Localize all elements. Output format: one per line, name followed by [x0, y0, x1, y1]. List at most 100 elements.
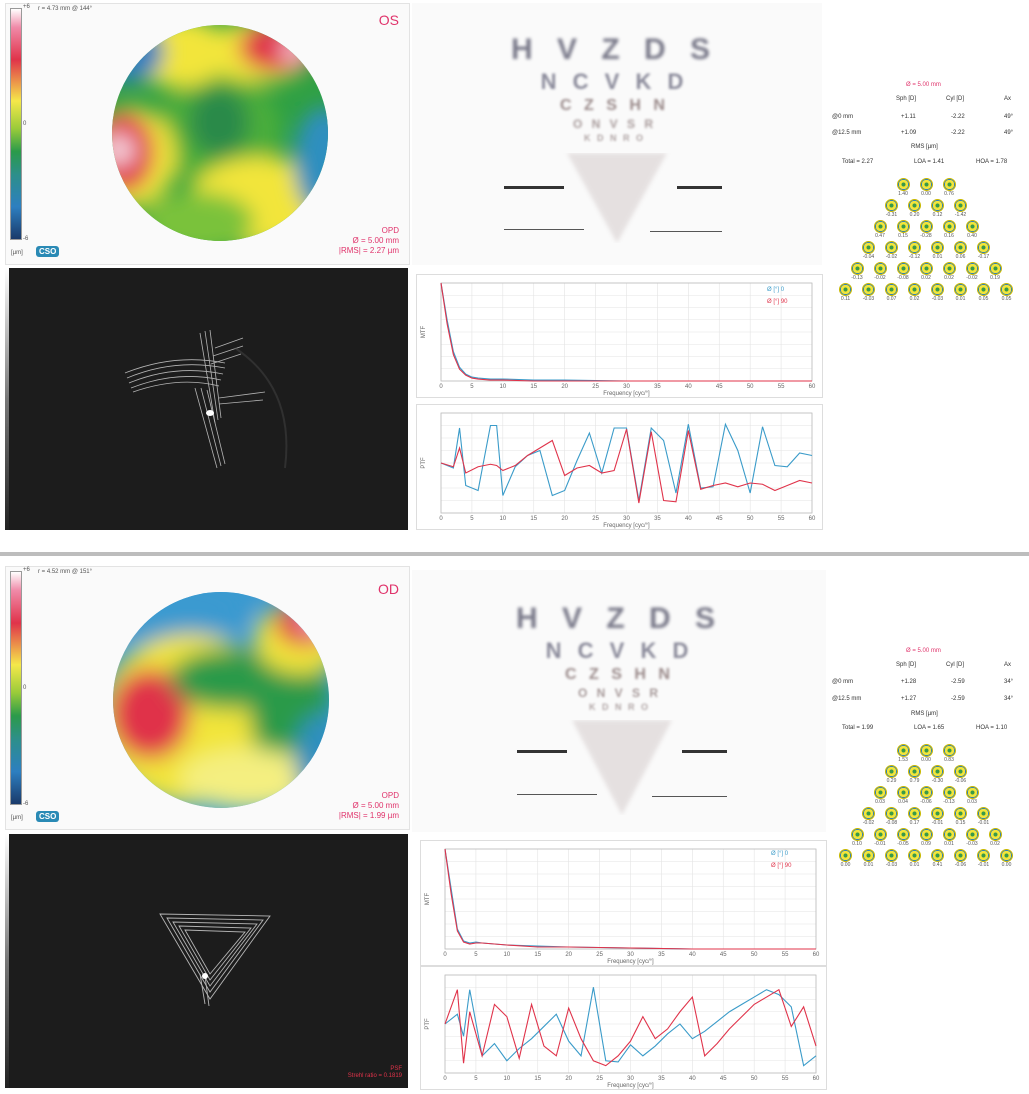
zernike-term-icon [908, 283, 921, 296]
acuity-line-left [517, 750, 567, 753]
zernike-coefficient: 0.83 [944, 757, 954, 763]
zernike-coefficient: -0.06 [920, 799, 932, 805]
ptf-chart-a: 0 5 10 15 20 25 30 35 40 45 50 55 60 Frequency [cyc/°… [416, 404, 823, 530]
zernike-term-icon [954, 807, 967, 820]
x-tick-label: 0 [439, 384, 443, 390]
x-tick-label: 25 [596, 1076, 603, 1082]
acuity-line-left [504, 186, 564, 189]
zernike-term-icon [873, 828, 887, 841]
zernike-coefficient: 0.03 [875, 799, 885, 805]
zernike-term-icon [873, 786, 887, 799]
zernike-coefficient: 1.40 [898, 191, 908, 197]
x-tick-label: 50 [751, 952, 758, 958]
y-axis-label: MTF [425, 893, 431, 906]
zernike-coefficient: -0.02 [966, 275, 978, 281]
zernike-coefficient: 0.03 [967, 799, 977, 805]
eye-label-os: OS [378, 12, 399, 28]
row-0mm-label: @0 mm [832, 114, 854, 120]
x-tick-label: 35 [658, 952, 665, 958]
panel-divider [0, 552, 1029, 556]
acuity-line-right [677, 186, 722, 189]
acuity-line-right-2 [650, 231, 722, 232]
zernike-term-icon [931, 199, 944, 212]
psf-info-b: PSF Strehl ratio = 0.1819 [348, 1066, 402, 1080]
x-tick-label: 60 [809, 384, 816, 390]
rms-label: RMS [µm] [911, 711, 938, 717]
refraction-summary-b: Ø = 5.00 mm Sph [D] Cyl [D] Ax @0 mm +1.… [826, 646, 1026, 876]
cso-logo: CSO [36, 811, 60, 822]
zernike-term-icon [931, 849, 944, 862]
zernike-coefficient: -0.01 [977, 820, 990, 826]
refraction-pupil: Ø = 5.00 mm [906, 648, 941, 654]
x-tick-label: 35 [654, 516, 661, 522]
row-12mm-cyl: -2.59 [951, 696, 965, 702]
legend-value-90: 90 [784, 863, 792, 869]
wavefront-disc-b [113, 592, 329, 808]
zernike-coefficient: -0.06 [954, 778, 967, 784]
zernike-coefficient: 0.01 [955, 296, 966, 302]
zernike-coefficient: -0.17 [977, 254, 990, 260]
zernike-term-icon [942, 744, 956, 757]
row-12mm-sph: +1.09 [901, 130, 917, 136]
eye-label-od: OD [378, 581, 399, 597]
zernike-term-icon [839, 283, 852, 296]
x-tick-label: 5 [470, 516, 474, 522]
header-sph: Sph [D] [896, 662, 917, 668]
acuity-line-right [682, 750, 727, 753]
x-tick-label: 55 [782, 952, 789, 958]
header-cyl: Cyl [D] [946, 662, 964, 668]
row-0mm-sph: +1.28 [901, 679, 917, 685]
x-tick-label: 0 [443, 1076, 447, 1082]
mtf-plot-a: 0 5 10 15 20 25 30 35 40 45 50 55 60 Frequency [cyc/°… [421, 282, 816, 397]
legend-label-90: Ø [°] [771, 863, 784, 869]
x-tick-label: 20 [565, 952, 572, 958]
acuity-triangle-a [567, 153, 667, 243]
zernike-term-icon [885, 849, 898, 862]
header-sph: Sph [D] [896, 96, 917, 102]
psf-scale-bar [5, 834, 9, 1088]
zernike-term-icon [885, 765, 898, 778]
zernike-term-icon [873, 220, 887, 233]
legend-value-0: 0 [780, 287, 785, 293]
zernike-coefficient: 0.00 [921, 191, 931, 197]
x-axis-label: Frequency [cyc/°] [607, 959, 654, 965]
x-tick-label: 60 [813, 1076, 820, 1082]
zernike-term-icon [919, 220, 933, 233]
zernike-coefficient: 0.41 [932, 862, 943, 868]
pupil-note-b: r = 4.52 mm @ 151° [38, 569, 93, 575]
zernike-term-icon [896, 262, 910, 275]
zernike-coefficient: -0.03 [862, 296, 875, 302]
acuity-line-left-2 [517, 794, 597, 795]
zernike-term-icon [873, 262, 887, 275]
zernike-term-icon [988, 262, 1002, 275]
chart-grid: 0 5 10 15 20 25 30 35 40 45 50 55 60 [439, 282, 816, 390]
mtf-chart-b: 0 5 10 15 20 25 30 35 40 45 50 55 60 Frequency [cyc/°… [420, 840, 827, 966]
x-tick-label: 55 [778, 516, 785, 522]
scale-top-label: +6 [23, 567, 30, 573]
scale-bottom-label: -6 [23, 236, 29, 242]
x-tick-label: 20 [565, 1076, 572, 1082]
zernike-term-icon [954, 283, 967, 296]
zernike-term-icon [862, 807, 875, 820]
zernike-coefficient: -0.06 [954, 862, 967, 868]
zernike-term-icon [977, 241, 990, 254]
psf-scale-bar [5, 268, 9, 530]
zernike-coefficient: -0.12 [908, 254, 921, 260]
zernike-coefficient: -0.02 [885, 254, 898, 260]
x-tick-label: 50 [747, 516, 754, 522]
row-0mm-ax: 49° [1004, 114, 1014, 120]
series-line-90 [440, 429, 813, 504]
zernike-term-icon [896, 744, 910, 757]
acuity-triangle-b [572, 720, 672, 815]
acuity-chart-b: H V Z D S N C V K D C Z S H N O N V S R … [412, 570, 826, 832]
letter-row-3: C Z S H N [565, 666, 674, 683]
zernike-coefficient: -0.03 [885, 862, 898, 868]
x-tick-label: 10 [503, 952, 510, 958]
legend-label-0: Ø [°] [767, 287, 780, 293]
letter-row-2: N C V K D [545, 638, 694, 663]
zernike-coefficient: 0.05 [978, 296, 989, 302]
row-0mm-sph: +1.11 [901, 114, 916, 120]
zernike-term-icon [896, 786, 910, 799]
zernike-coefficient: -0.03 [931, 296, 944, 302]
zernike-coefficient: -0.31 [885, 212, 898, 218]
